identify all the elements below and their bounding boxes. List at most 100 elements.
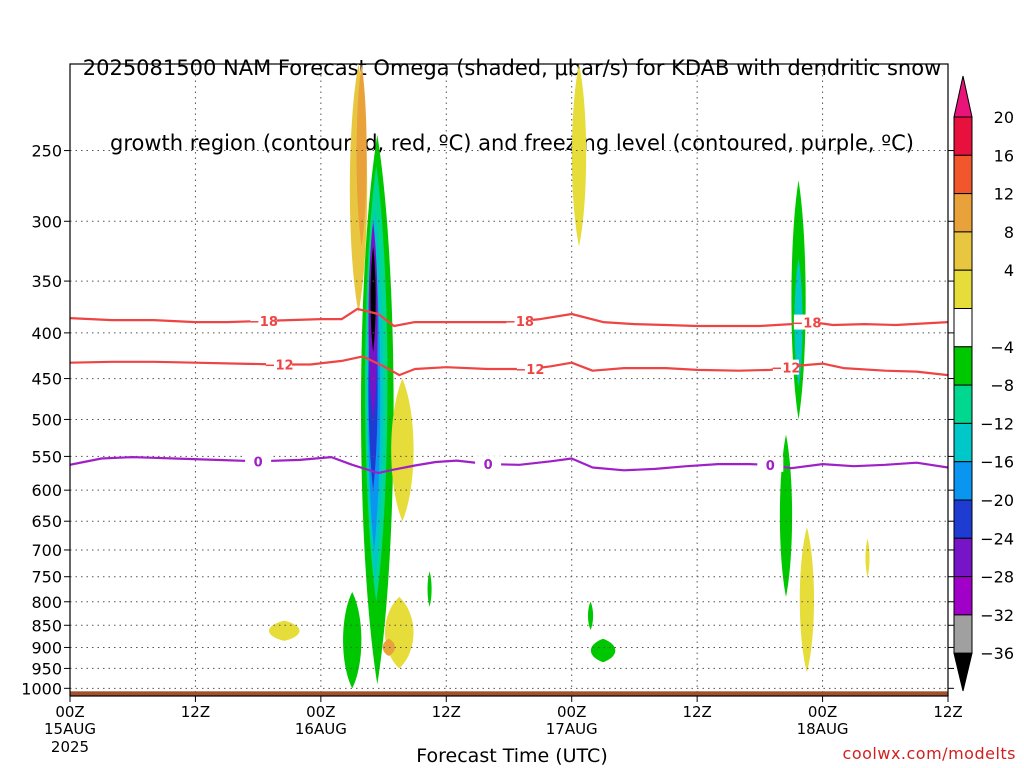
omega-shade-13 bbox=[268, 620, 300, 641]
colorbar-segment bbox=[953, 269, 973, 310]
omega-shade-8 bbox=[370, 246, 376, 352]
omega-shade-17 bbox=[590, 638, 616, 663]
colorbar-segment bbox=[953, 116, 973, 156]
contour-label-bg bbox=[475, 456, 502, 472]
colorbar-segment bbox=[953, 346, 973, 386]
y-tick-label: 450 bbox=[31, 370, 62, 389]
shading-layer bbox=[268, 64, 870, 689]
x-tick-label: 00Z bbox=[557, 703, 586, 721]
y-tick-label: 700 bbox=[31, 541, 62, 560]
x-tick-label: 00Z bbox=[808, 703, 837, 721]
colorbar-label: −16 bbox=[980, 453, 1014, 472]
x-tick-label: 00Z bbox=[55, 703, 84, 721]
contour-line-1 bbox=[70, 355, 948, 377]
x-tick-label: 12Z bbox=[181, 703, 210, 721]
y-tick-label: 300 bbox=[31, 212, 62, 231]
colorbar-label: 8 bbox=[1004, 223, 1014, 242]
colorbar-segment bbox=[953, 422, 973, 463]
colorbar-bottom-arrow bbox=[953, 652, 973, 692]
y-tick-label: 350 bbox=[31, 272, 62, 291]
omega-shade-15 bbox=[571, 64, 587, 247]
ground-strip bbox=[70, 691, 948, 696]
contour-label-bg bbox=[245, 453, 272, 469]
colorbar-label: 12 bbox=[994, 185, 1014, 204]
contour-label-bg bbox=[506, 313, 533, 329]
plot-frame bbox=[69, 63, 949, 697]
contour-label-2-0: 0 bbox=[254, 455, 263, 470]
omega-shade-20 bbox=[779, 434, 793, 597]
chart-title-line1: 2025081500 NAM Forecast Omega (shaded, μ… bbox=[82, 56, 942, 80]
contour-label-bg bbox=[793, 314, 820, 330]
contour-label-2-2: 0 bbox=[766, 459, 775, 474]
y-tick-label: 1000 bbox=[21, 679, 62, 698]
y-tick-label: 250 bbox=[31, 142, 62, 161]
x-tick-date: 18AUG bbox=[797, 720, 849, 738]
contour-label-0-0: −18 bbox=[249, 315, 278, 330]
contour-label-bg bbox=[250, 312, 277, 328]
chart-title: 2025081500 NAM Forecast Omega (shaded, μ… bbox=[0, 6, 1024, 181]
contour-label-1-0: −12 bbox=[265, 359, 294, 374]
y-tick-label: 900 bbox=[31, 638, 62, 657]
colorbar-label: −36 bbox=[980, 644, 1014, 663]
contour-layer: −18 −18 −18 −12 −12 −12 0 0 0 bbox=[70, 307, 948, 475]
colorbar-label: 16 bbox=[994, 146, 1014, 165]
colorbar-label: −8 bbox=[990, 376, 1014, 395]
y-tick-label: 400 bbox=[31, 324, 62, 343]
omega-shade-11 bbox=[384, 596, 414, 669]
y-tick-label: 750 bbox=[31, 568, 62, 587]
y-tick-label: 550 bbox=[31, 447, 62, 466]
y-tick-label: 800 bbox=[31, 593, 62, 612]
contour-label-2-1: 0 bbox=[484, 458, 493, 473]
omega-shade-14 bbox=[427, 571, 432, 607]
y-tick-label: 650 bbox=[31, 512, 62, 531]
colorbar-segment bbox=[953, 499, 973, 539]
colorbar-segment bbox=[953, 461, 973, 501]
contour-label-bg bbox=[266, 356, 293, 372]
contour-line-2 bbox=[70, 456, 948, 475]
x-tick-label: 00Z bbox=[306, 703, 335, 721]
colorbar-label: −24 bbox=[980, 529, 1014, 548]
colorbar-top-arrow bbox=[953, 75, 973, 118]
y-axis: 250 300 350 400 450 500 550 600 650 700 750 800 850 9… bbox=[21, 142, 954, 698]
x-tick-label: 12Z bbox=[682, 703, 711, 721]
credit-link[interactable]: coolwx.com/modelts bbox=[842, 744, 1016, 763]
x-axis-title: Forecast Time (UTC) bbox=[416, 745, 608, 767]
omega-shade-10 bbox=[391, 378, 414, 522]
colorbar-label: 20 bbox=[994, 108, 1014, 127]
x-tick-date: 16AUG bbox=[295, 720, 347, 738]
colorbar: 20 16 12 8 4 −4 −8 −12 −16 −20 −24 −28 −32 −36 bbox=[953, 75, 1014, 692]
omega-shade-16 bbox=[587, 601, 594, 630]
colorbar-segment bbox=[953, 231, 973, 271]
y-tick-label: 500 bbox=[31, 410, 62, 429]
x-tick-label: 12Z bbox=[432, 703, 461, 721]
colorbar-segment bbox=[953, 537, 973, 578]
colorbar-label: −12 bbox=[980, 414, 1014, 433]
omega-shade-21 bbox=[799, 527, 815, 673]
ground-layer bbox=[70, 691, 948, 696]
y-tick-label: 600 bbox=[31, 481, 62, 500]
colorbar-segment bbox=[953, 576, 973, 616]
colorbar-segment bbox=[953, 614, 973, 654]
x-tick-year: 2025 bbox=[51, 738, 89, 756]
colorbar-segment bbox=[953, 384, 973, 424]
colorbar-label: −4 bbox=[990, 338, 1014, 357]
contour-label-1-1: −12 bbox=[515, 363, 544, 378]
contour-label-bg bbox=[757, 456, 784, 472]
colorbar-segment bbox=[953, 308, 973, 348]
colorbar-segment bbox=[953, 154, 973, 195]
contour-label-1-2: −12 bbox=[771, 362, 800, 377]
colorbar-label: 4 bbox=[1004, 261, 1014, 280]
omega-shade-1 bbox=[356, 64, 367, 247]
x-tick-date: 17AUG bbox=[546, 720, 598, 738]
omega-shade-22 bbox=[865, 538, 870, 577]
grid-layer bbox=[69, 64, 949, 696]
colorbar-label: −20 bbox=[980, 491, 1014, 510]
contour-label-bg bbox=[516, 360, 543, 376]
colorbar-label: −32 bbox=[980, 606, 1014, 625]
contour-label-0-1: −18 bbox=[505, 315, 534, 330]
y-tick-label: 950 bbox=[31, 659, 62, 678]
x-tick-label: 12Z bbox=[933, 703, 962, 721]
colorbar-segment bbox=[953, 193, 973, 233]
